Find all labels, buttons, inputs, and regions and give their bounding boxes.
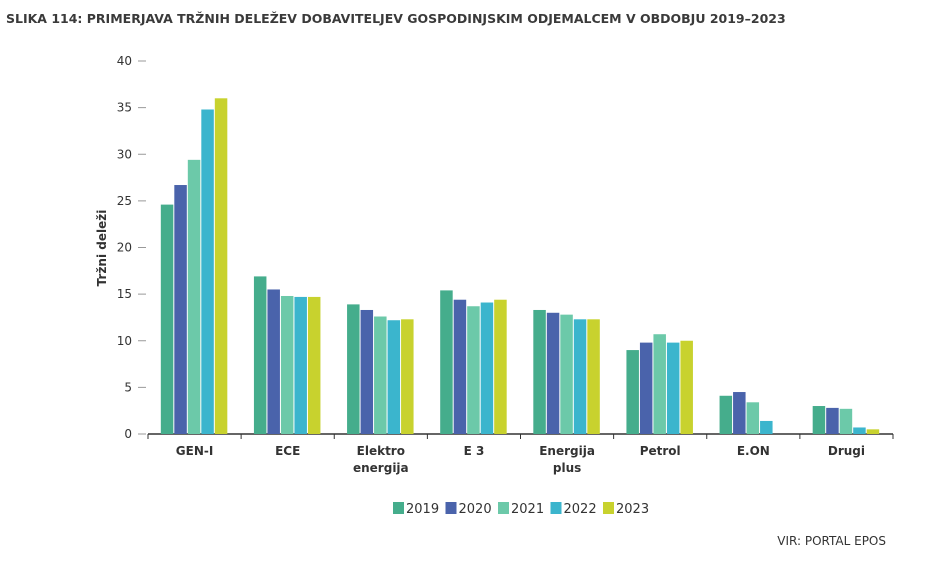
legend-swatch (445, 502, 457, 514)
bar (280, 295, 294, 434)
x-tick-label: Drugi (828, 444, 865, 458)
x-tick-label: E.ON (737, 444, 770, 458)
bar (253, 276, 267, 434)
bar (560, 314, 573, 434)
legend-swatch (603, 502, 614, 514)
legend-label: 2022 (564, 502, 597, 517)
bar (733, 392, 746, 434)
bar (307, 296, 321, 434)
legend-label: 2021 (511, 502, 544, 517)
bar (174, 185, 187, 434)
bar (853, 427, 866, 434)
bar (187, 159, 201, 434)
x-tick-label: GEN-I (176, 444, 214, 458)
bar (573, 319, 587, 434)
bar (214, 98, 228, 435)
bar (866, 429, 880, 434)
legend-label: 2020 (459, 502, 492, 517)
bar (160, 204, 174, 434)
legend-swatch (393, 502, 404, 514)
y-axis-label: Tržni deleži (95, 210, 109, 287)
y-tick-label: 40 (117, 54, 132, 68)
legend-swatch (498, 502, 509, 514)
bar (839, 408, 853, 434)
x-tick-label: Energija plus (539, 444, 595, 475)
bar (826, 407, 839, 434)
legend-label: 2023 (616, 502, 649, 517)
bar (467, 306, 480, 434)
bar (719, 395, 733, 434)
source: VIR: PORTAL EPOS (777, 534, 886, 548)
legend-label: 2019 (406, 502, 439, 517)
bar (680, 340, 693, 434)
bar (201, 109, 214, 435)
bar (760, 420, 773, 434)
y-tick-label: 10 (117, 334, 132, 348)
bar (453, 299, 467, 434)
x-tick-label: E 3 (464, 444, 485, 458)
x-tick-label: Petrol (640, 444, 681, 458)
bar (812, 406, 826, 434)
legend-swatch (550, 502, 562, 514)
bar (494, 299, 507, 434)
bar (480, 302, 494, 434)
bar (626, 350, 639, 434)
bar (546, 312, 560, 434)
y-tick-label: 25 (117, 194, 132, 208)
bar (653, 334, 666, 434)
x-tick-label: Elektro energija (353, 444, 409, 475)
bar (360, 309, 374, 434)
bar (440, 290, 453, 434)
y-tick-label: 15 (117, 287, 132, 301)
bar (587, 319, 600, 434)
y-tick-label: 35 (117, 101, 132, 115)
bar (347, 304, 360, 434)
bar (387, 320, 401, 434)
x-tick-label: ECE (275, 444, 300, 458)
y-tick-label: 20 (117, 241, 132, 255)
bar (401, 319, 414, 434)
chart-title: SLIKA 114: PRIMERJAVA TRŽNIH DELEŽEV DOB… (6, 11, 786, 26)
y-tick-label: 0 (124, 427, 132, 441)
bar (746, 402, 760, 434)
bar (666, 342, 680, 434)
bar (267, 289, 280, 434)
bar (294, 296, 307, 434)
bar (374, 316, 387, 434)
y-tick-label: 5 (124, 380, 132, 394)
bar (533, 309, 546, 434)
y-tick-label: 30 (117, 147, 132, 161)
bar (639, 342, 653, 434)
